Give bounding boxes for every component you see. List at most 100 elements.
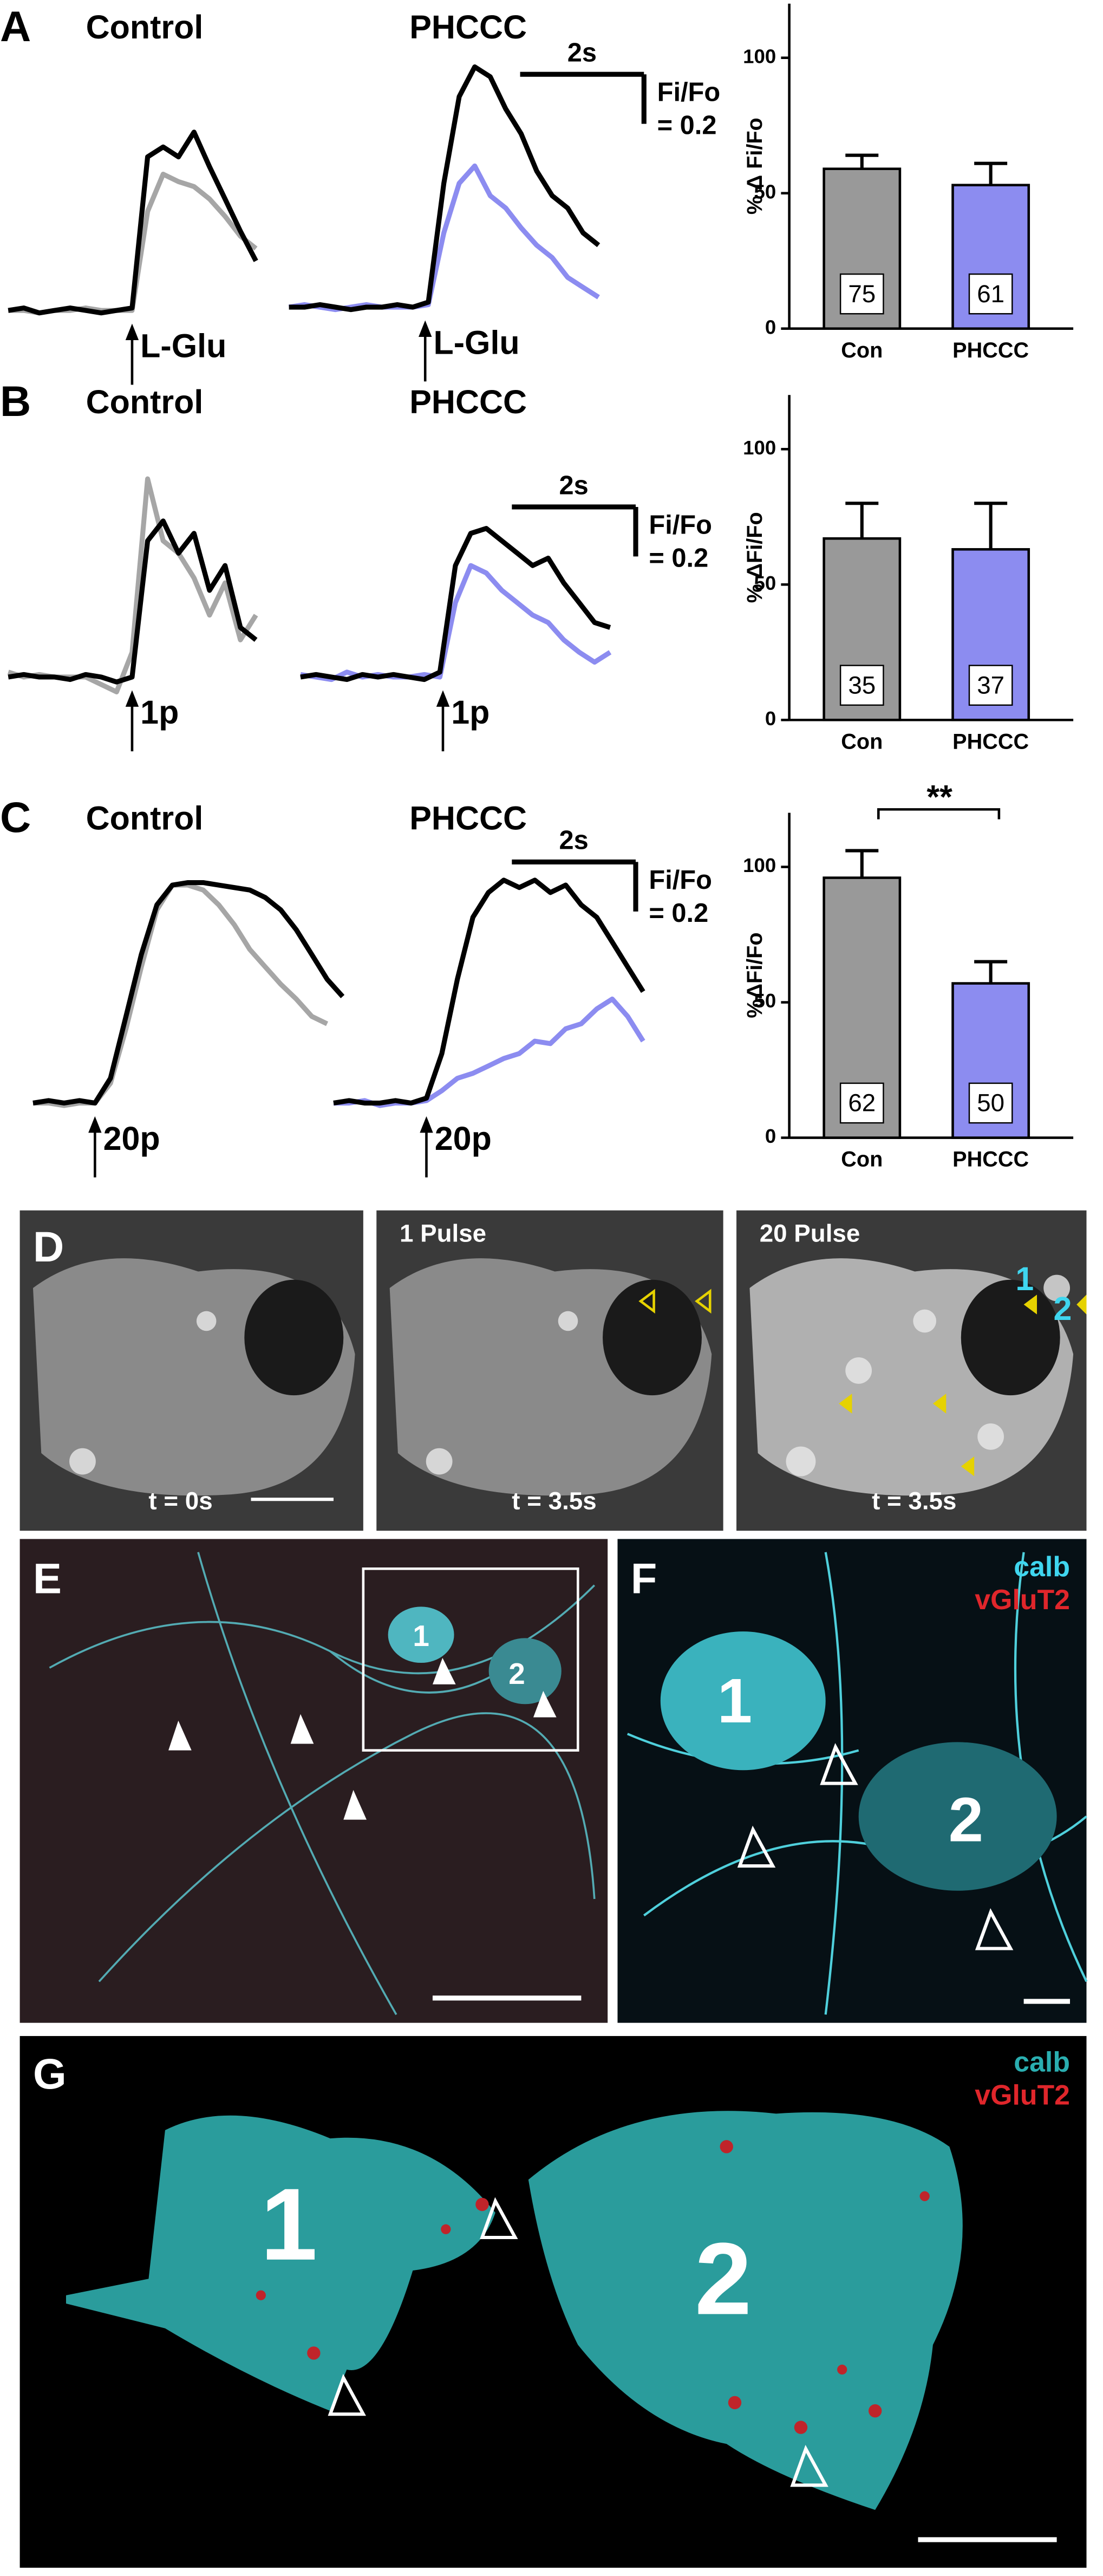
arrowhead: [420, 1116, 433, 1133]
cell-label: 1: [717, 1666, 752, 1736]
puncta: [256, 2140, 930, 2434]
x-tick-label: PHCCC: [952, 730, 1029, 753]
trace: [8, 518, 258, 685]
x-tick-label: Con: [841, 1148, 883, 1172]
n-box: [968, 273, 1013, 315]
legend-label: calb: [1014, 1551, 1070, 1582]
panel-letter: B: [0, 377, 31, 425]
cell-label: 1: [413, 1619, 429, 1653]
trace-title: PHCCC: [409, 383, 527, 420]
arrowhead: [328, 2197, 828, 2487]
scale-label: 2s: [559, 826, 589, 855]
cell-surface: [528, 2111, 963, 2510]
arrowhead: [638, 1289, 712, 1314]
y-tick-label: 100: [743, 854, 776, 876]
panel-e: E 1 2: [19, 1539, 608, 2023]
cell-label: 1: [260, 2168, 317, 2282]
arrowhead: [436, 690, 450, 707]
y-tick-label: 0: [765, 316, 776, 338]
legend-label: vGluT2: [975, 2079, 1070, 2111]
y-tick-label: 50: [754, 572, 776, 594]
trace: [333, 996, 645, 1108]
trace: [32, 882, 329, 1108]
x-tick-label: PHCCC: [952, 1148, 1029, 1172]
cells: [69, 1274, 1071, 1476]
panel-letter: A: [0, 2, 31, 50]
arrowhead: [125, 323, 139, 341]
panel-f: F calb vGluT2 1 2: [617, 1539, 1088, 2023]
significance-bracket: [877, 808, 1001, 819]
arrowhead: [88, 1116, 102, 1133]
stimulus-label: 1p: [140, 694, 179, 731]
cell-surface: [66, 2115, 495, 2411]
panel-letter: E: [33, 1554, 62, 1603]
panel-letter: G: [33, 2050, 67, 2098]
trace: [8, 129, 258, 316]
scale-label: Fi/Fo: [649, 510, 712, 539]
n-label: 50: [977, 1089, 1004, 1117]
scale-label: Fi/Fo: [657, 78, 720, 107]
y-tick-label: 50: [754, 990, 776, 1012]
micrograph: [19, 1539, 608, 2023]
n-box: [839, 273, 884, 315]
trace: [289, 64, 601, 313]
y-tick-label: 100: [743, 437, 776, 459]
cell-label: 2: [695, 2222, 752, 2336]
cell: [388, 1606, 454, 1663]
y-tick-label: 100: [743, 45, 776, 67]
y-tick-label: 50: [754, 180, 776, 203]
panel-letter: F: [631, 1554, 657, 1603]
stimulus-label: 20p: [435, 1120, 492, 1157]
trace-title: Control: [86, 383, 204, 420]
y-tick-label: 0: [765, 707, 776, 730]
trace-title: Control: [86, 799, 204, 836]
trace: [300, 563, 612, 682]
stimulus-label: L-Glu: [140, 327, 226, 364]
x-tick-label: Con: [841, 730, 883, 753]
n-box: [839, 665, 884, 706]
stimulus-label: 1p: [451, 694, 490, 731]
trace: [32, 880, 345, 1106]
time-label: t = 3.5s: [512, 1487, 596, 1514]
cell-label: 2: [1054, 1290, 1072, 1327]
significance: **: [926, 778, 952, 815]
time-label: t = 0s: [148, 1487, 212, 1514]
neurite: [49, 1552, 596, 2015]
tile-title: 20 Pulse: [760, 1220, 860, 1247]
trace: [300, 526, 611, 682]
inset-box: [362, 1567, 579, 1752]
n-label: 61: [977, 280, 1004, 308]
cell: [660, 1631, 826, 1771]
tissue: [32, 1258, 1074, 1496]
scale-label: Fi/Fo: [649, 866, 712, 895]
y-tick-label: 0: [765, 1125, 776, 1147]
legend-label: calb: [1014, 2046, 1070, 2078]
n-label: 75: [848, 280, 876, 308]
n-label: 35: [848, 671, 876, 699]
n-box: [968, 665, 1013, 706]
time-label: t = 3.5s: [872, 1487, 956, 1514]
cell-label: 2: [949, 1784, 983, 1855]
x-tick-label: Con: [841, 339, 883, 362]
scale-label: = 0.2: [649, 899, 708, 928]
tile-title: 1 Pulse: [400, 1220, 486, 1247]
cell-label: 1: [1015, 1260, 1034, 1297]
legend-label: vGluT2: [975, 1584, 1070, 1615]
y-axis-label: % ΔFi/Fo: [743, 512, 767, 603]
trace: [333, 877, 645, 1106]
arrowhead: [737, 1743, 1014, 1950]
arrowhead: [419, 320, 432, 337]
scale-label: = 0.2: [649, 543, 708, 573]
cell: [858, 1742, 1057, 1891]
y-axis-label: %ΔFi/Fo: [743, 932, 767, 1018]
scale-label: 2s: [559, 471, 589, 500]
trace-title: PHCCC: [409, 799, 527, 836]
n-label: 62: [848, 1089, 876, 1117]
arrowhead: [125, 690, 139, 707]
panel-g: G calb vGluT2 1 2: [19, 2036, 1087, 2568]
cell-label: 2: [508, 1657, 525, 1690]
panel-letter: D: [33, 1222, 64, 1271]
trace-title: PHCCC: [409, 9, 527, 45]
stimulus-label: 20p: [103, 1120, 160, 1157]
